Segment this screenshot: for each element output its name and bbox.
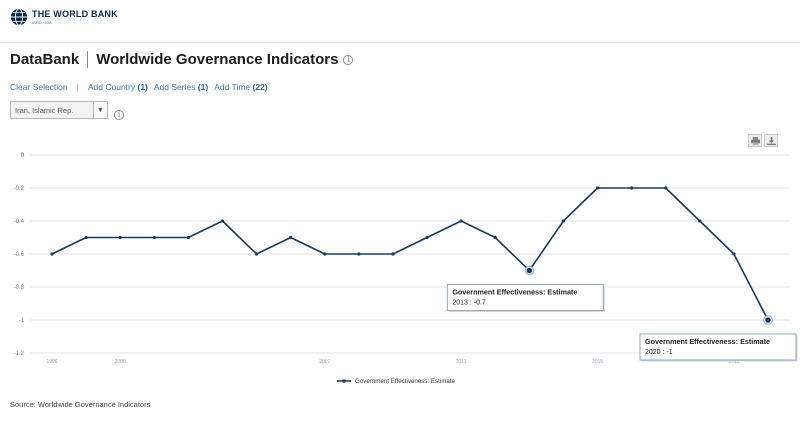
add-country-label: Add Country xyxy=(87,82,136,92)
info-icon[interactable]: i xyxy=(343,54,354,65)
clear-selection-link[interactable]: Clear Selection xyxy=(10,82,68,92)
data-point xyxy=(50,252,54,256)
chart-grid xyxy=(30,154,790,354)
data-point xyxy=(118,235,122,240)
info-icon[interactable]: i xyxy=(114,109,124,120)
data-point xyxy=(357,252,361,256)
tooltip-box xyxy=(446,284,604,311)
legend-label: Government Effectiveness: Estimate xyxy=(355,378,456,385)
print-button[interactable] xyxy=(748,134,762,147)
source-note: Source: Worldwide Governance Indicators xyxy=(10,400,151,409)
y-tick-label: 0 xyxy=(21,153,25,159)
add-country-count: (1) xyxy=(137,82,148,92)
tooltip-value: 2013 : -0.7 xyxy=(452,300,486,307)
data-point xyxy=(630,186,634,190)
x-tick-label: 1996 xyxy=(46,359,57,365)
add-series-link[interactable]: Add Series (1) xyxy=(154,82,208,92)
page-title: Worldwide Governance Indicators xyxy=(96,51,339,68)
y-tick-label: -0.2 xyxy=(14,186,25,192)
data-point xyxy=(698,219,702,223)
globe-icon xyxy=(10,8,28,26)
add-time-link[interactable]: Add Time (22) xyxy=(214,82,267,92)
data-point-highlighted xyxy=(765,317,771,323)
add-time-count: (22) xyxy=(252,82,268,92)
header-divider xyxy=(0,42,800,43)
logo-subtitle: IBRD · IDA xyxy=(32,19,52,25)
tooltips: Government Effectiveness: Estimate 2013 :… xyxy=(446,284,798,362)
data-point xyxy=(595,186,600,190)
print-icon xyxy=(750,136,760,145)
data-point xyxy=(84,235,88,240)
tooltip-title: Government Effectiveness: Estimate xyxy=(452,288,577,297)
data-point xyxy=(493,235,497,240)
add-country-link[interactable]: Add Country (1) xyxy=(88,82,148,92)
x-tick-label: 2007 xyxy=(319,359,330,365)
y-tick-label: -0.8 xyxy=(14,285,25,291)
x-tick-label: 2011 xyxy=(456,359,467,365)
x-axis-ticks: 1996 2000 2007 2011 2015 2019 xyxy=(46,359,739,365)
selection-actions: Clear Selection | Add Country (1) Add Se… xyxy=(10,82,268,92)
actions-separator: | xyxy=(76,82,79,92)
data-point xyxy=(732,252,736,256)
page-title-row: DataBank Worldwide Governance Indicators… xyxy=(10,51,354,68)
tooltip-value: 2020 : -1 xyxy=(645,349,673,356)
data-point xyxy=(186,235,190,240)
tooltip-title: Government Effectiveness: Estimate xyxy=(645,337,770,346)
download-button[interactable] xyxy=(764,134,778,147)
data-point xyxy=(561,219,566,223)
databank-brand[interactable]: DataBank xyxy=(10,51,80,68)
data-point-highlighted xyxy=(526,267,533,274)
y-tick-label: -0.4 xyxy=(14,219,25,225)
y-tick-label: -0.6 xyxy=(14,252,25,258)
data-point xyxy=(289,235,293,240)
data-point xyxy=(254,252,259,256)
data-point xyxy=(220,219,225,223)
tooltip: Government Effectiveness: Estimate 2013 :… xyxy=(446,284,605,312)
tooltip: Government Effectiveness: Estimate 2020 :… xyxy=(639,333,798,362)
data-point xyxy=(459,219,463,223)
y-tick-label: -1.2 xyxy=(14,351,25,357)
download-icon xyxy=(766,136,776,145)
y-axis-ticks: 0 -0.2 -0.4 -0.6 -0.8 -1 -1.2 xyxy=(14,153,25,357)
add-series-count: (1) xyxy=(197,82,209,92)
x-tick-label: 2000 xyxy=(115,359,126,365)
world-bank-logo[interactable]: THE WORLD BANK IBRD · IDA xyxy=(10,8,118,26)
series-points xyxy=(50,186,773,325)
y-tick-label: -1 xyxy=(19,318,25,324)
data-point xyxy=(425,235,429,240)
data-point xyxy=(323,252,327,256)
add-time-label: Add Time xyxy=(214,82,251,92)
country-select[interactable]: Iran, Islamic Rep. ▼ xyxy=(10,101,108,119)
add-series-label: Add Series xyxy=(153,82,196,92)
title-separator xyxy=(87,51,89,68)
legend-marker xyxy=(342,379,346,383)
data-point xyxy=(391,252,395,256)
country-info: i xyxy=(114,104,124,122)
line-chart: 0 -0.2 -0.4 -0.6 -0.8 -1 -1.2 1996 2000 2007 2011… xyxy=(14,153,798,385)
series-line xyxy=(51,187,769,321)
x-tick-label: 2019 xyxy=(728,359,739,365)
logo-name: THE WORLD BANK xyxy=(32,8,118,19)
chart-legend: Government Effectiveness: Estimate xyxy=(337,378,456,385)
x-tick-label: 2015 xyxy=(592,359,603,365)
tooltip-box xyxy=(639,333,797,361)
data-point xyxy=(152,235,156,240)
data-point xyxy=(664,186,668,190)
country-select-value: Iran, Islamic Rep. xyxy=(15,105,74,115)
chevron-down-icon[interactable]: ▼ xyxy=(93,102,107,118)
